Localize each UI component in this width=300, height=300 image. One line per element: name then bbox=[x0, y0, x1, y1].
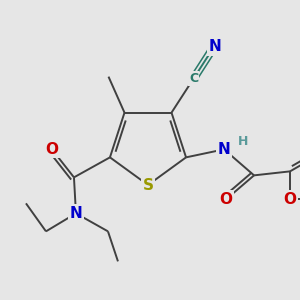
Text: H: H bbox=[238, 135, 248, 148]
Text: O: O bbox=[46, 142, 59, 157]
Text: O: O bbox=[220, 192, 232, 207]
Text: N: N bbox=[218, 142, 230, 157]
Text: O: O bbox=[284, 192, 296, 207]
Text: N: N bbox=[208, 39, 221, 54]
Text: N: N bbox=[70, 206, 82, 221]
Text: C: C bbox=[189, 72, 198, 85]
Text: S: S bbox=[142, 178, 154, 193]
